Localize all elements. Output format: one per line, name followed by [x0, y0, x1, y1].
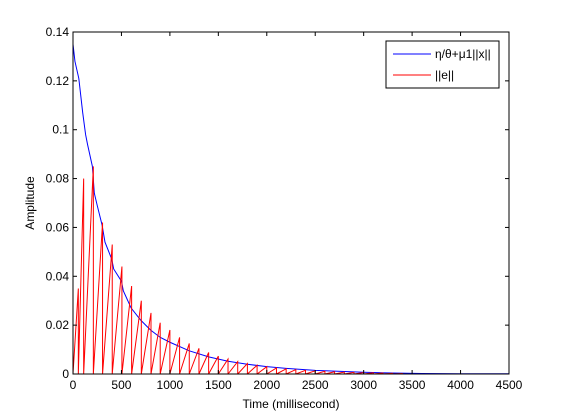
legend: η/θ+μ1||x|| ||e|| [385, 40, 500, 89]
x-tick-label: 3500 [399, 378, 426, 392]
x-axis-label: Time (millisecond) [243, 397, 340, 411]
legend-label-series-2: ||e|| [435, 68, 454, 82]
x-tick-label: 2000 [253, 378, 280, 392]
y-tick-label: 0.04 [46, 269, 70, 283]
x-tick-label: 2500 [302, 378, 329, 392]
x-tick-label: 0 [70, 378, 77, 392]
y-axis-label: Amplitude [23, 176, 37, 230]
x-tick-label: 1500 [205, 378, 232, 392]
y-tick-label: 0.02 [46, 318, 70, 332]
legend-box [385, 40, 500, 89]
series-layer [72, 44, 509, 375]
y-tick-label: 0 [62, 367, 69, 381]
y-tick-label: 0.14 [46, 25, 70, 39]
x-tick-label: 500 [111, 378, 131, 392]
y-tick-label: 0.1 [52, 123, 69, 137]
x-tick-label: 4500 [496, 378, 523, 392]
x-tick-label: 4000 [447, 378, 474, 392]
tick-layer: 0 500 1000 1500 2000 2500 3000 3500 4000 4500 0 0.0… [46, 25, 523, 392]
y-tick-label: 0.12 [46, 74, 70, 88]
x-tick-label: 3000 [350, 378, 377, 392]
x-tick-label: 1000 [157, 378, 184, 392]
legend-label-series-1: η/θ+μ1||x|| [435, 47, 491, 61]
plot-frame [72, 31, 510, 375]
plot-area [73, 32, 509, 374]
y-tick-label: 0.08 [46, 172, 70, 186]
series-line-2 [72, 166, 509, 375]
y-tick-label: 0.06 [46, 220, 70, 234]
